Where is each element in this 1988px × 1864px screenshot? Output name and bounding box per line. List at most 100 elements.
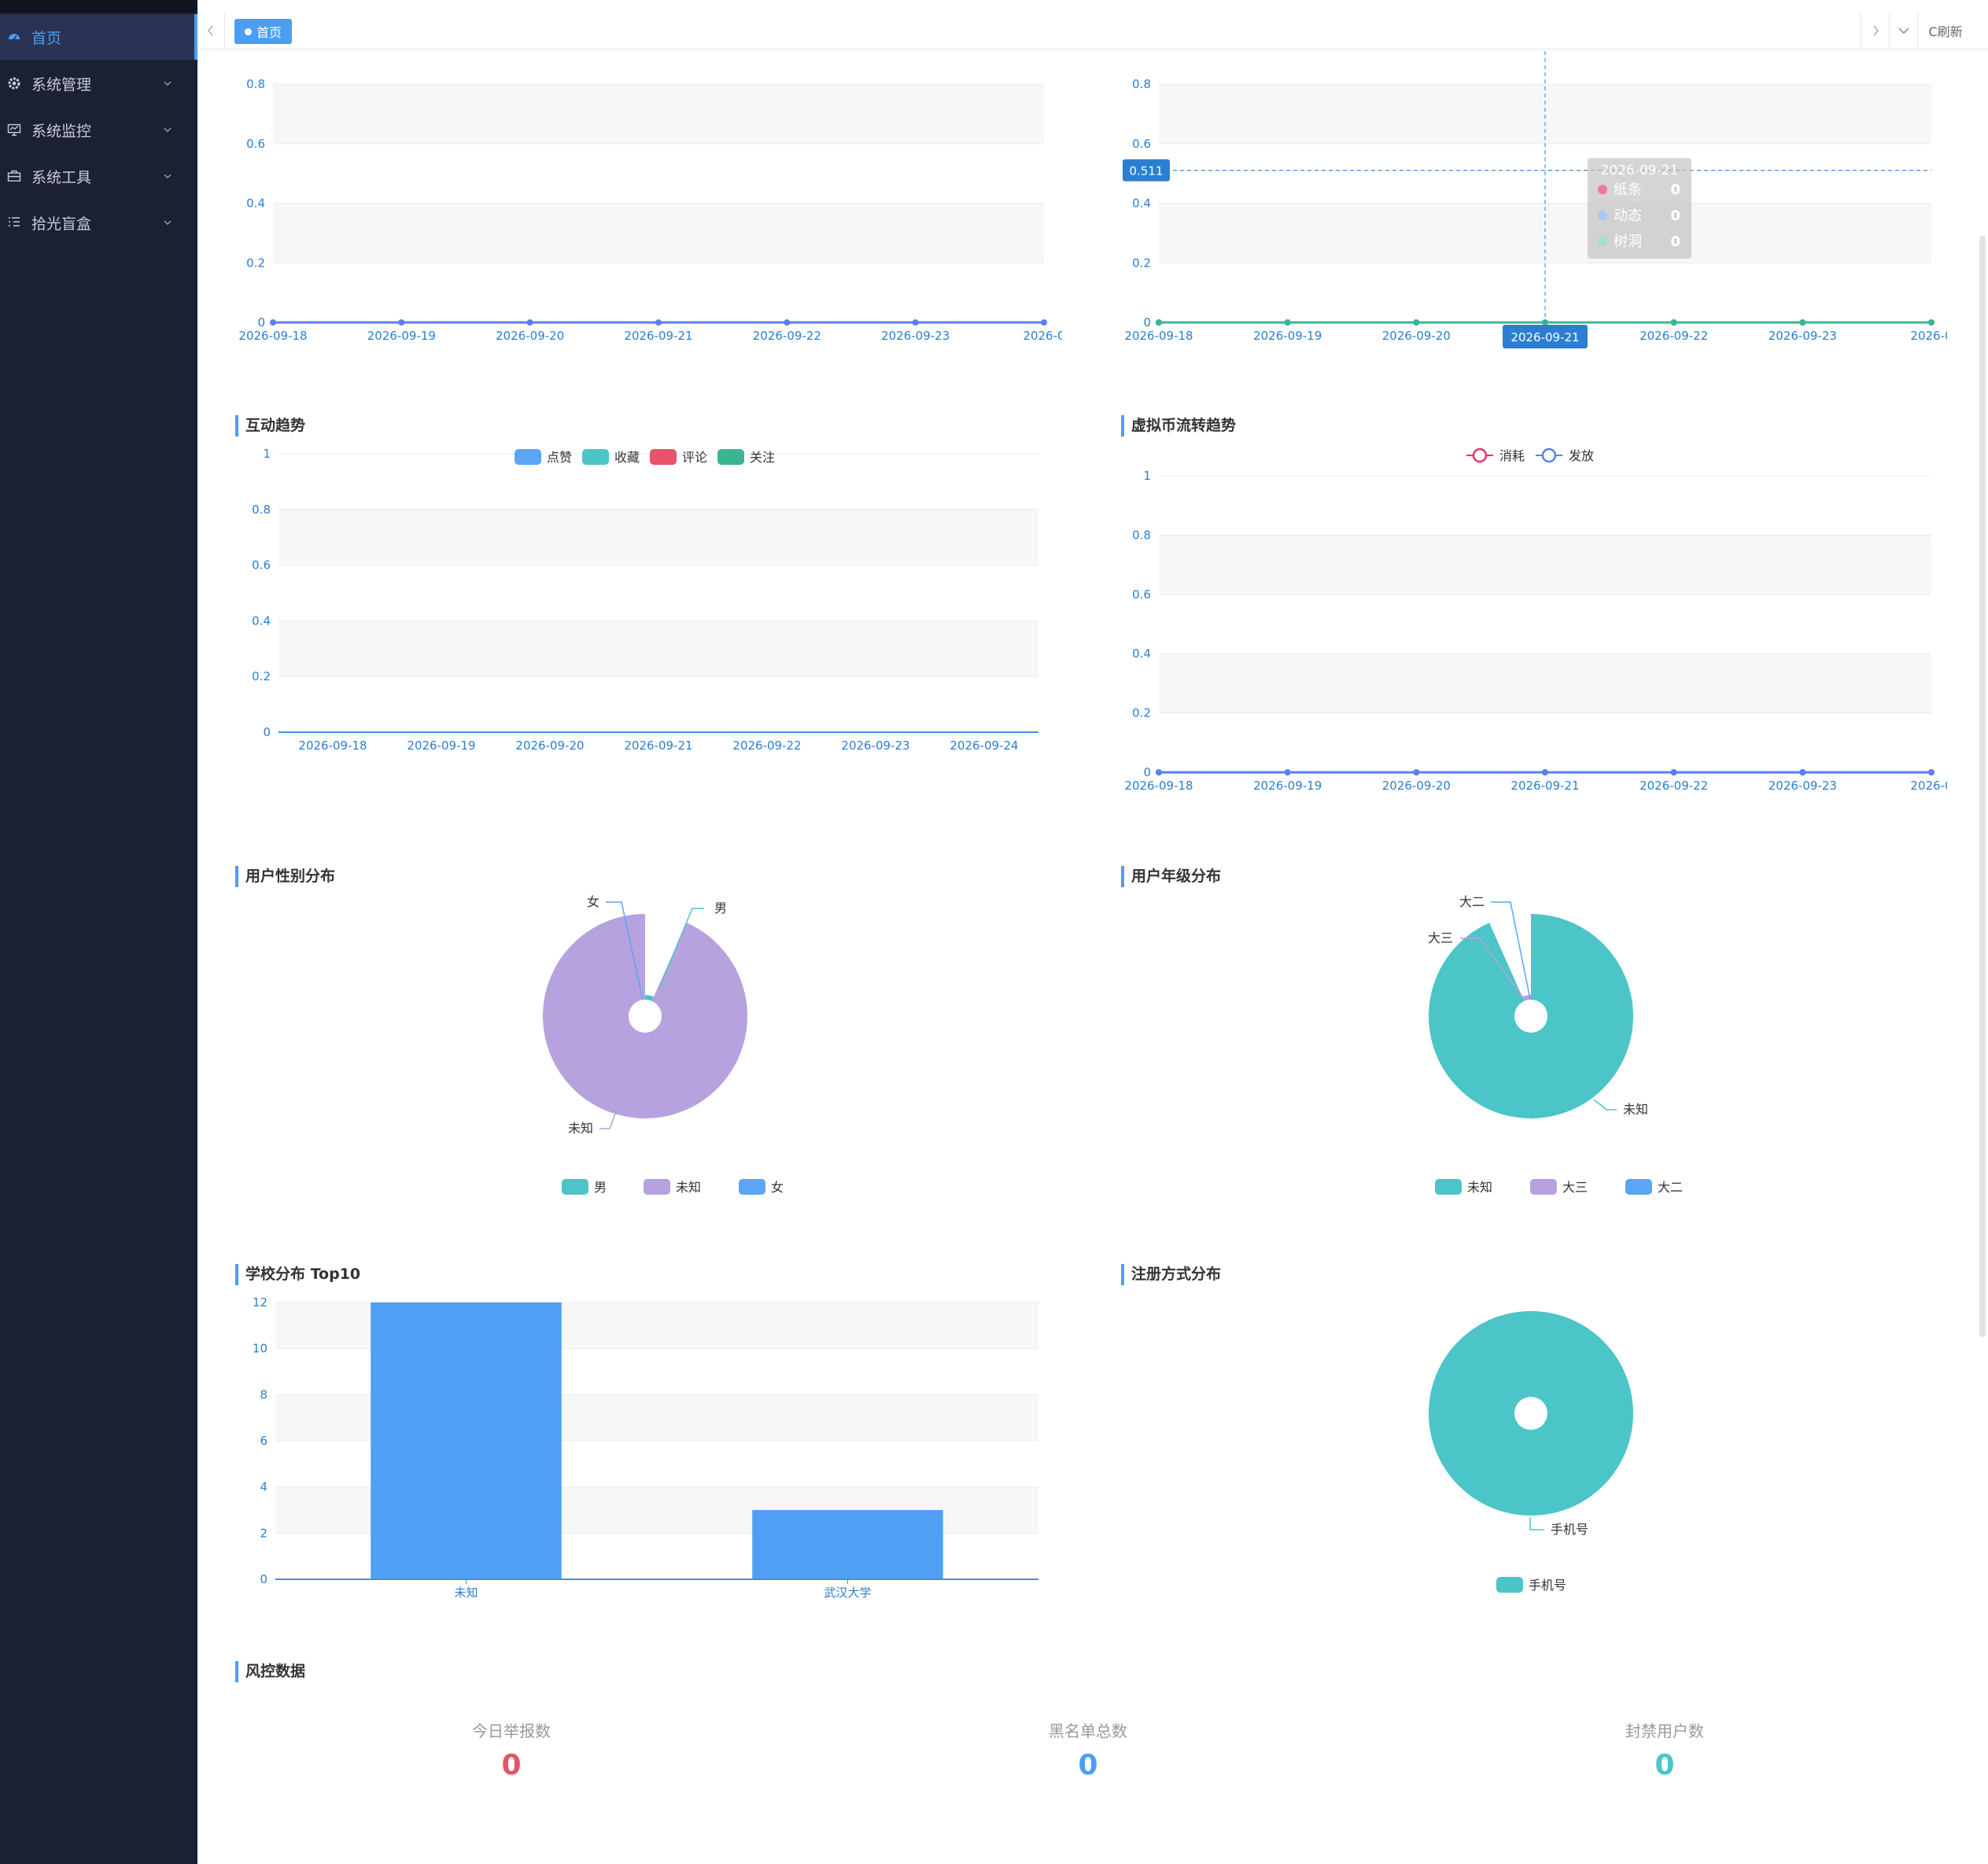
legend-label: 大三	[1562, 1180, 1588, 1195]
x-tick-label: 2026-09-19	[1253, 779, 1322, 793]
pie-label-line	[1460, 938, 1525, 1000]
y-tick-label: 0.6	[1132, 137, 1151, 151]
x-tick-label: 2026-09-23	[881, 329, 950, 343]
y-pointer-badge	[1123, 159, 1170, 182]
y-tick-label: 12	[253, 1295, 267, 1310]
data-point	[1670, 769, 1677, 775]
page-scrollbar[interactable]	[1979, 236, 1986, 1337]
grid-band	[273, 84, 1044, 144]
data-point	[1928, 769, 1935, 775]
legend-label: 发放	[1569, 448, 1594, 463]
x-tick-label: 2026-09-20	[1382, 329, 1451, 343]
sidebar-item-system-management[interactable]: 系统管理	[0, 61, 197, 106]
chevron-down-icon	[1898, 28, 1909, 35]
pie-slice	[645, 995, 654, 1001]
data-point	[398, 319, 405, 326]
y-tick-label: 0.4	[1132, 197, 1151, 211]
gender-pie-chart: 男女未知男 未知女	[543, 894, 784, 1195]
data-point	[1799, 319, 1806, 326]
data-point	[784, 319, 791, 326]
y-tick-label: 0.8	[246, 77, 265, 91]
x-tick-label: 2026-09-21	[624, 739, 692, 753]
grid-band	[1159, 654, 1931, 713]
legend-swatch	[650, 449, 677, 465]
pie-hole	[1514, 1397, 1547, 1430]
stat-value: 0	[501, 1749, 522, 1781]
tooltip-marker	[1598, 211, 1607, 220]
chevron-right-icon	[1873, 25, 1879, 36]
stat-value: 0	[1654, 1749, 1675, 1781]
sidebar: 首页 系统管理 系统监控 系统工具 拾光盲盒	[0, 0, 197, 1864]
grid-band	[1159, 84, 1931, 144]
sidebar-item-system-tools[interactable]: 系统工具	[0, 153, 197, 199]
data-point	[1284, 319, 1291, 326]
x-tick-label: 未知	[454, 1586, 478, 1600]
sidebar-logo-strip	[0, 0, 197, 13]
pie-label-line	[1593, 1099, 1617, 1111]
y-tick-label: 0	[260, 1572, 267, 1586]
y-tick-label: 0.6	[252, 558, 271, 573]
x-tick-label: 2026-09-21	[624, 329, 692, 343]
register-dist-title: 注册方式分布	[1121, 1264, 1221, 1285]
x-tick-label: 2026-09-18	[1124, 779, 1193, 793]
coin-trend-title: 虚拟币流转趋势	[1121, 415, 1236, 437]
sidebar-item-system-monitor[interactable]: 系统监控	[0, 107, 197, 153]
x-tick-label: 2026-0	[1023, 329, 1062, 343]
x-tick-label: 2026-09-24	[950, 739, 1018, 753]
pie-label: 大二	[1459, 894, 1485, 909]
pie-label-line	[1491, 901, 1531, 1000]
x-tick-label: 2026-09-23	[841, 739, 909, 753]
y-tick-label: 0	[1143, 765, 1151, 779]
stat-blacklist-total: 黑名单总数 0	[970, 1718, 1206, 1781]
x-tick-label: 2026-09-18	[238, 329, 307, 343]
data-point	[1413, 769, 1420, 775]
sidebar-item-home[interactable]: 首页	[0, 14, 197, 60]
grid-band	[1159, 203, 1931, 263]
interaction-trend-chart: 0 0.2 0.4 0.6 0.8 1 2026-09-18 2026-09-19 2026-0…	[252, 447, 1038, 753]
interaction-trend-title: 互动趋势	[235, 415, 305, 437]
refresh-label: C刷新	[1928, 24, 1963, 39]
tabs-dropdown-button[interactable]	[1889, 13, 1918, 49]
legend-label: 消耗	[1499, 448, 1525, 463]
pie-label-line	[1529, 1517, 1544, 1531]
x-tick-label: 2026-09-20	[515, 739, 584, 753]
sidebar-item-label: 系统监控	[31, 122, 92, 140]
pie-label: 男	[714, 901, 727, 915]
x-pointer-value: 2026-09-21	[1510, 330, 1579, 344]
pie-slice	[1429, 914, 1633, 1118]
sidebar-item-label: 拾光盲盒	[31, 215, 92, 233]
legend-label: 评论	[682, 450, 707, 465]
y-tick-label: 2	[260, 1526, 267, 1540]
stat-banned-users: 封禁用户数 0	[1547, 1718, 1783, 1781]
legend-swatch	[562, 1179, 588, 1195]
legend-label: 手机号	[1529, 1578, 1566, 1593]
grid-band	[278, 621, 1038, 677]
legend-label: 女	[771, 1180, 784, 1195]
refresh-button[interactable]: C刷新	[1917, 13, 1973, 49]
grid-band	[1159, 535, 1931, 595]
tabs-scroll-left-button[interactable]	[197, 13, 225, 49]
y-tick-label: 0.8	[1132, 528, 1151, 542]
tooltip-series-name: 纸条	[1614, 182, 1642, 198]
legend-swatch	[644, 1179, 670, 1195]
bar	[752, 1510, 943, 1579]
y-tick-label: 0.6	[1132, 588, 1151, 602]
tabs-scroll-right-button[interactable]	[1861, 13, 1890, 49]
legend-swatch	[1530, 1179, 1557, 1195]
sidebar-item-blind-box[interactable]: 拾光盲盒	[0, 200, 197, 245]
legend-label: 未知	[676, 1180, 701, 1195]
legend-swatch	[1496, 1577, 1523, 1593]
pie-label: 女	[587, 894, 599, 909]
x-tick-label: 2026-09-22	[1639, 329, 1708, 343]
x-pointer-badge	[1503, 325, 1588, 348]
y-tick-label: 0.6	[246, 137, 265, 151]
pie-slice	[543, 914, 748, 1118]
tab-home-label: 首页	[256, 25, 282, 40]
legend-swatch	[717, 449, 744, 465]
x-tick-label: 2026-09-21	[1510, 779, 1579, 793]
gear-icon	[8, 77, 20, 90]
tooltip-date: 2026-09-21	[1601, 163, 1679, 179]
tab-home[interactable]: 首页	[234, 19, 292, 44]
active-dot-icon	[245, 28, 252, 35]
